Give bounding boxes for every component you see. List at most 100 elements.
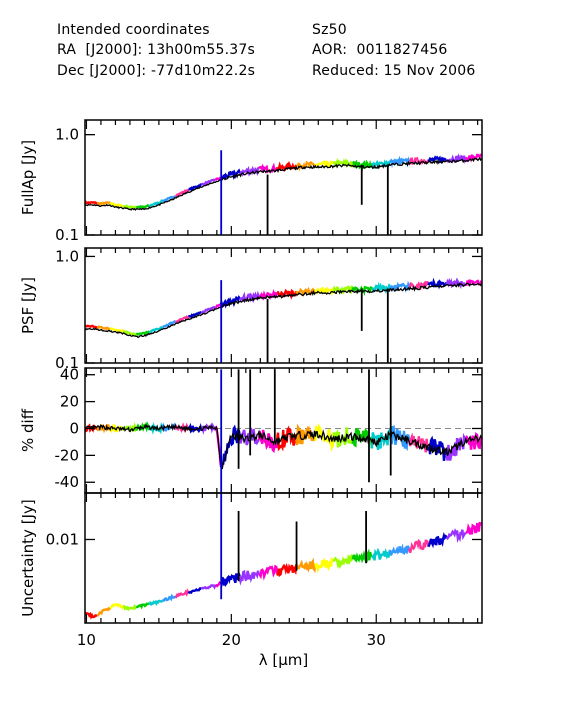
order-segment-line <box>464 153 482 163</box>
order-segment-line <box>314 556 335 574</box>
order-segment-line <box>314 286 335 296</box>
order-segment-line <box>200 584 217 590</box>
order-segment-line <box>351 548 373 564</box>
panel-frame <box>84 492 483 624</box>
order-segment-line <box>109 327 125 333</box>
order-segment-line <box>187 310 202 319</box>
order-segment-line <box>314 159 335 169</box>
y-axis-label: % diff <box>19 408 37 452</box>
order-segment-line <box>220 168 241 181</box>
data-layer <box>85 369 482 493</box>
order-segment-line <box>148 325 164 334</box>
header-reduced-date: Reduced: 15 Nov 2006 <box>312 63 476 79</box>
order-segment-line <box>408 280 430 291</box>
order-segment-line <box>136 204 151 209</box>
order-segment-line <box>238 569 261 586</box>
order-segment-line <box>465 521 482 535</box>
header-ra: RA [J2000]: 13h00m55.37s <box>57 42 255 58</box>
panel-pctdiff: 40 20 0 -20 -40 % diff <box>19 366 483 494</box>
order-segment-line <box>175 315 190 324</box>
order-segment-line <box>188 183 202 192</box>
x-axis-label: λ [µm] <box>259 651 309 669</box>
order-segment-line <box>109 603 125 611</box>
order-segment-line <box>214 176 222 181</box>
order-segment-line <box>445 527 467 544</box>
order-segment-line <box>388 543 411 556</box>
order-segment-line <box>427 435 448 461</box>
order-segment-line <box>161 320 176 329</box>
header-dec: Dec [J2000]: -77d10m22.2s <box>57 63 256 79</box>
order-segment-line <box>238 290 261 304</box>
order-segment-line <box>295 557 317 573</box>
order-segment-line <box>122 603 138 612</box>
order-segment-line <box>135 602 151 610</box>
order-segment-line <box>201 178 216 186</box>
order-segment-line <box>465 432 482 450</box>
header: Intended coordinates RA [J2000]: 13h00m5… <box>0 0 566 90</box>
order-segment-line <box>96 606 111 617</box>
order-segment-line <box>174 588 190 599</box>
y-tick-label: 0 <box>69 419 79 437</box>
order-segment-line <box>275 562 298 578</box>
panel-frame <box>84 247 483 364</box>
order-segment-line <box>219 424 241 471</box>
panel-uncertainty: 0.01 Uncertainty [Jy] 10 20 30 λ [µm] <box>19 492 483 669</box>
data-layer <box>85 277 482 363</box>
header-coords-title: Intended coordinates <box>57 22 210 38</box>
data-layer <box>85 493 482 620</box>
order-segment-line <box>175 188 190 198</box>
order-segment-line <box>371 281 391 295</box>
order-segment-line <box>258 564 279 581</box>
order-segment-line <box>97 325 111 331</box>
order-segment-line <box>215 303 222 309</box>
order-segment-line <box>135 330 151 336</box>
order-segment-line <box>200 306 217 315</box>
order-segment-line <box>85 611 98 620</box>
panel-frame <box>84 119 483 236</box>
y-tick-label: 20 <box>60 393 79 411</box>
order-segment-line <box>109 201 124 208</box>
order-segment-line <box>427 155 448 164</box>
order-segment-line <box>427 531 448 549</box>
order-segment-line <box>389 425 411 452</box>
order-segment-line <box>370 427 392 450</box>
order-segment-line <box>258 288 279 301</box>
order-segment-line <box>187 587 203 595</box>
x-tick-label: 30 <box>367 631 386 649</box>
order-segment-line <box>445 153 467 164</box>
y-tick-label: 0.01 <box>46 530 79 548</box>
combined-spectrum-line <box>85 156 482 211</box>
order-segment-line <box>370 547 392 561</box>
order-segment-line <box>123 204 137 209</box>
x-tick-label: 20 <box>222 631 241 649</box>
order-segment-line <box>122 330 137 336</box>
y-tick-label: 0.1 <box>55 354 79 372</box>
y-tick-label: 1.0 <box>55 247 79 265</box>
order-segment-line <box>148 599 163 607</box>
y-axis-label: Uncertainty [Jy] <box>19 499 37 616</box>
panel-psf: 1.0 0.1 PSF [Jy] <box>19 247 483 372</box>
x-tick-label: 10 <box>77 631 96 649</box>
data-layer <box>85 150 482 235</box>
order-segment-line <box>96 201 111 206</box>
y-tick-label: 1.0 <box>55 126 79 144</box>
order-segment-line <box>275 160 298 172</box>
order-segment-line <box>85 324 98 329</box>
order-segment-line <box>148 199 164 207</box>
y-tick-label: 40 <box>60 366 79 384</box>
y-tick-label: -20 <box>55 446 80 464</box>
order-segment-line <box>295 286 317 298</box>
order-segment-line <box>332 553 354 570</box>
combined-spectrum-line <box>85 422 482 470</box>
order-segment-line <box>408 538 430 553</box>
y-tick-label: -40 <box>55 473 80 491</box>
y-tick-label: 0.1 <box>55 226 79 244</box>
order-segment-line <box>275 425 298 452</box>
order-segment-line <box>161 195 176 203</box>
panel-fullap: 1.0 0.1 FullAp [Jy] <box>19 119 483 244</box>
header-aor: AOR: 0011827456 <box>312 42 448 58</box>
order-segment-line <box>85 200 98 205</box>
header-object-name: Sz50 <box>312 22 347 38</box>
order-segment-line <box>161 593 177 602</box>
